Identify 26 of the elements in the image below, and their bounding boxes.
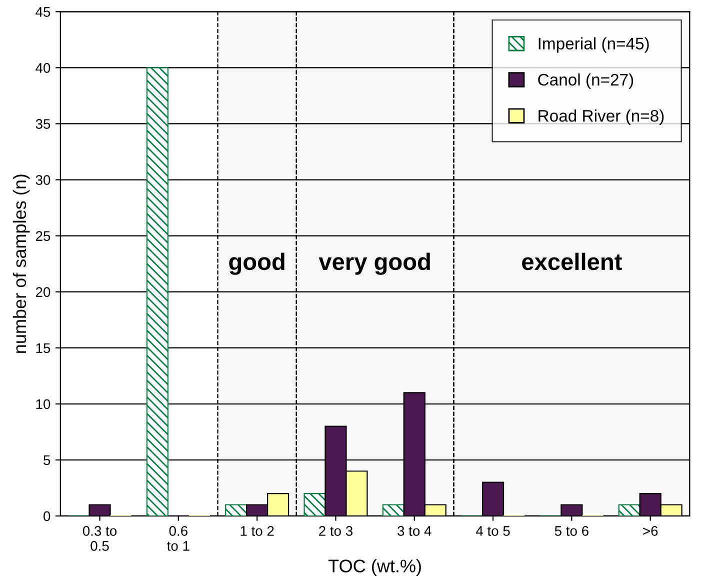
y-tick-label: 45 xyxy=(36,7,50,17)
x-tick-label: >6 xyxy=(643,526,658,536)
band-label: good xyxy=(229,252,284,275)
x-tick-label: 0.3 to 0.5 xyxy=(82,526,117,551)
x-tick-label: 4 to 5 xyxy=(476,526,510,536)
x-axis-title: TOC (wt.%) xyxy=(328,559,421,576)
band-label: excellent xyxy=(522,252,622,270)
x-tick-label: 5 to 6 xyxy=(554,526,588,536)
y-tick-label: 20 xyxy=(36,287,50,297)
x-tick-label: 3 to 4 xyxy=(398,526,432,536)
y-tick-label: 5 xyxy=(44,455,50,466)
x-tick-label: 1 to 2 xyxy=(240,526,274,536)
y-tick-label: 10 xyxy=(36,399,50,410)
y-tick-label: 0 xyxy=(44,511,50,522)
y-tick-label: 30 xyxy=(36,175,50,185)
y-tick-label: 25 xyxy=(36,231,50,241)
legend-label: Imperial (n=45) xyxy=(538,37,649,53)
x-tick-label: 0.6 to 1 xyxy=(167,526,190,551)
x-tick-label: 2 to 3 xyxy=(319,526,352,536)
legend-label: Canol (n=27) xyxy=(538,73,634,89)
band-label: very good xyxy=(318,252,430,275)
y-axis-title: number of samples (n) xyxy=(12,174,30,353)
y-tick-label: 40 xyxy=(36,63,50,73)
y-tick-label: 15 xyxy=(36,343,50,354)
y-tick-label: 35 xyxy=(36,119,50,129)
legend-label: Road River (n=8) xyxy=(538,110,664,126)
